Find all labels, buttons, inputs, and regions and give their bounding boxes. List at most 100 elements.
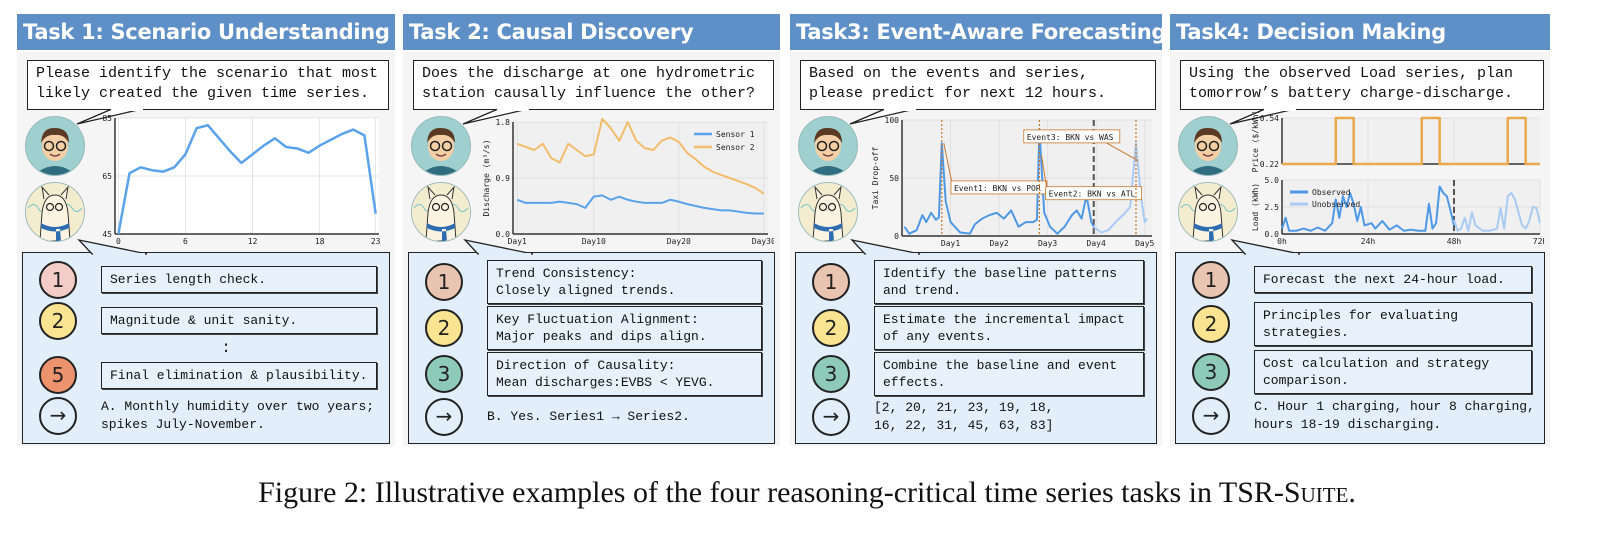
glasses — [45, 202, 55, 212]
llama-avatar — [1178, 182, 1238, 242]
user-avatar — [411, 116, 471, 176]
glasses — [441, 140, 453, 152]
series-line-unobserved — [1453, 191, 1541, 232]
hair — [41, 127, 69, 143]
smile — [49, 153, 61, 157]
reasoning-step: 2 Estimate the incremental impact of any … — [796, 306, 1156, 350]
llama-illustration — [26, 183, 84, 241]
step-text: Combine the baseline and event effects. — [874, 352, 1144, 396]
step-text: Final elimination & plausibility. — [101, 361, 377, 389]
arrow-right-icon: → — [39, 397, 77, 436]
glasses — [1196, 140, 1208, 152]
y-tick-label: 0.22 — [1260, 160, 1279, 169]
x-tick-label: Day5 — [1135, 239, 1154, 248]
ears — [1194, 185, 1222, 200]
answer-text: B. Yes. Series1 → Series2. — [487, 409, 690, 424]
step-number-badge: 2 — [1192, 305, 1230, 344]
y-tick-label: 2.5 — [1265, 203, 1280, 212]
step-text: Trend Consistency: Closely aligned trend… — [487, 260, 762, 304]
answer-text: C. Hour 1 charging, hour 8 charging, hou… — [1254, 399, 1535, 433]
y-axis-label: Discharge (m³/s) — [482, 139, 491, 216]
step-text: Principles for evaluating strategies. — [1254, 302, 1532, 347]
event-label-box — [1023, 129, 1121, 144]
step-number-badge: 1 — [39, 260, 77, 299]
legend-label: Sensor 2 — [716, 143, 755, 152]
y-tick-label: 50 — [889, 174, 899, 183]
reasoning-box: 1 Identify the baseline patterns and tren… — [795, 252, 1157, 444]
glasses — [55, 140, 67, 152]
x-tick-label: 72h — [1533, 237, 1544, 246]
step-number-badge: 1 — [812, 263, 850, 301]
head — [1192, 194, 1224, 241]
answer-row: → C. Hour 1 charging, hour 8 charging, ho… — [1176, 397, 1544, 436]
reasoning-box: 1 Forecast the next 24-hour load. 2 Princip… — [1175, 252, 1545, 444]
step-number-badge: 3 — [1192, 352, 1230, 391]
glasses — [429, 140, 441, 152]
reasoning-box: 1 Trend Consistency: Closely aligned tren… — [408, 252, 775, 444]
scarf — [814, 223, 842, 241]
llama-illustration — [1179, 183, 1237, 241]
glasses — [828, 140, 840, 152]
x-tick-label: 24h — [1361, 237, 1376, 246]
ellipsis: : — [221, 338, 231, 357]
reasoning-step: 1 Identify the baseline patterns and tren… — [796, 260, 1156, 304]
face — [1195, 131, 1221, 161]
shirt — [34, 166, 76, 175]
task-panel-1: Task 1: Scenario Understanding Please ide… — [17, 14, 395, 446]
smile — [1202, 153, 1214, 157]
event-label: Event3: BKN vs WAS — [1027, 133, 1114, 142]
user-avatar — [25, 116, 85, 176]
y-tick-label: 1.8 — [496, 118, 511, 127]
glasses — [54, 202, 64, 212]
x-tick-label: Day1 — [941, 239, 960, 248]
step-number-badge: 3 — [812, 355, 850, 393]
answer-row: → [2, 20, 21, 23, 19, 18, 16, 22, 31, 45,… — [796, 398, 1156, 436]
step-text: Magnitude & unit sanity. — [101, 307, 377, 335]
scarf — [1194, 223, 1222, 241]
user-avatar — [1178, 116, 1238, 176]
reasoning-step: 5 Final elimination & plausibility. — [23, 356, 389, 395]
step-text: Key Fluctuation Alignment: Major peaks a… — [487, 306, 762, 350]
reasoning-step: 1 Trend Consistency: Closely aligned tren… — [409, 260, 774, 304]
y-tick-label: 0 — [894, 232, 899, 241]
y-tick-label: 5.0 — [1265, 176, 1280, 185]
smile — [822, 153, 834, 157]
step-text: Identify the baseline patterns and trend… — [874, 260, 1144, 304]
step-number-badge: 1 — [1192, 260, 1230, 299]
hair — [1194, 127, 1222, 143]
shirt — [807, 166, 849, 175]
glasses — [1207, 202, 1217, 212]
x-tick-label: Day10 — [582, 237, 606, 246]
x-tick-label: 0h — [1277, 237, 1287, 246]
shirt — [420, 166, 462, 175]
answer-text: A. Monthly humidity over two years; spik… — [101, 399, 375, 433]
user-avatar — [798, 116, 858, 176]
task-panel-2: Task 2: Causal Discovery Does the dischar… — [403, 14, 780, 446]
figure-caption: Figure 2: Illustrative examples of the f… — [0, 476, 1614, 510]
step-number-badge: 2 — [425, 309, 463, 347]
y-tick-label: 65 — [102, 172, 112, 181]
y-axis-label: Price ($/kWh) — [1251, 112, 1260, 172]
y-tick-label: 85 — [102, 114, 112, 123]
event-arrow — [943, 143, 954, 189]
task-header: Task 2: Causal Discovery — [403, 14, 780, 50]
ears — [427, 185, 455, 200]
task-panel-3: Task3: Event-Aware Forecasting Based on t… — [790, 14, 1162, 446]
y-tick-label: 0.0 — [496, 230, 511, 239]
series-line-observed — [1281, 185, 1455, 232]
series-line-observed — [903, 128, 1095, 235]
y-tick-label: 0.9 — [496, 174, 511, 183]
x-tick-label: Day3 — [1038, 239, 1057, 248]
user-illustration — [1179, 117, 1237, 175]
x-tick-label: Day4 — [1087, 239, 1106, 248]
hair — [427, 127, 455, 143]
y-axis-label: Taxi Drop-off — [871, 147, 880, 210]
glasses — [818, 202, 828, 212]
llama-illustration — [799, 183, 857, 241]
task-header: Task 1: Scenario Understanding — [17, 14, 395, 50]
reasoning-step: 3 Combine the baseline and event effects. — [796, 352, 1156, 396]
glasses — [1208, 140, 1220, 152]
answer-row: → A. Monthly humidity over two years; spi… — [23, 397, 389, 436]
x-tick-label: 0 — [116, 237, 121, 246]
